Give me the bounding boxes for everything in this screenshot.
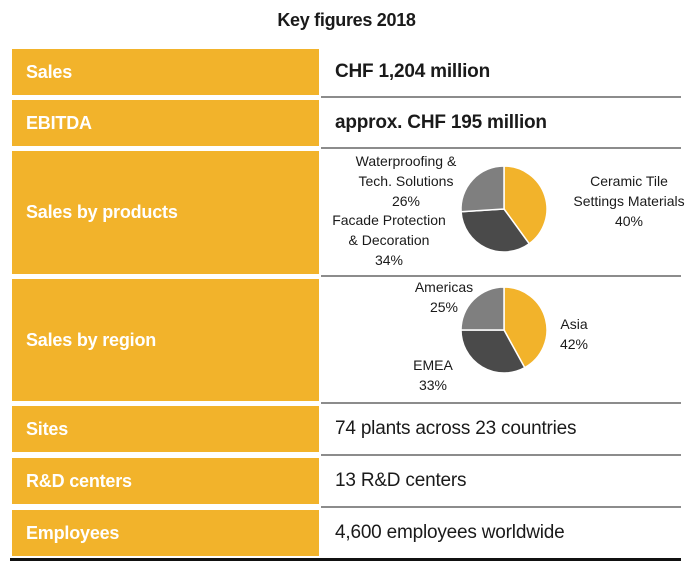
label-line: Settings Materials (573, 193, 685, 209)
label-line: 34% (374, 252, 404, 268)
pie-slice-waterproofing-tech-solutions (460, 165, 505, 213)
pie-slice-asia (503, 286, 548, 369)
row-value: 4,600 employees worldwide (335, 522, 565, 543)
table-bottom-rule (10, 558, 681, 561)
row-separator (321, 506, 681, 508)
pie-chart-products: Ceramic Tile Settings Materials 40% Faca… (321, 151, 684, 274)
pie-label-facade: Facade Protection & Decoration 34% (321, 210, 457, 270)
row-separator (321, 147, 681, 149)
row-sales-by-region: Sales by region Asia 42% EMEA 33% Americ… (12, 279, 681, 401)
label-line: Facade Protection (332, 212, 446, 228)
row-label: Sites (12, 406, 319, 452)
row-separator (321, 402, 681, 404)
row-label: Sales by products (12, 151, 319, 274)
label-line: 42% (559, 336, 589, 352)
pie-slice-emea (460, 329, 526, 374)
pie-label-ceramic-tile: Ceramic Tile Settings Materials 40% (564, 171, 693, 231)
row-label: EBITDA (12, 100, 319, 146)
row-value: approx. CHF 195 million (335, 112, 547, 133)
pie-label-asia: Asia 42% (549, 314, 599, 354)
row-label: Sales (12, 49, 319, 95)
pie-region-svg (460, 286, 548, 374)
pie-slice-ceramic-tile-settings-materials (503, 165, 548, 245)
label-line: 25% (429, 299, 459, 315)
label-line: EMEA (413, 357, 453, 373)
row-value: CHF 1,204 million (335, 61, 490, 82)
row-ebitda: EBITDA approx. CHF 195 million (12, 100, 681, 146)
pie-slice-facade-protection-decoration (460, 208, 531, 253)
row-sales: Sales CHF 1,204 million (12, 49, 681, 95)
row-separator (321, 275, 681, 277)
row-sites: Sites 74 plants across 23 countries (12, 406, 681, 452)
pie-chart-region: Asia 42% EMEA 33% Americas 25% (321, 279, 681, 401)
row-label: Employees (12, 510, 319, 556)
label-line: Tech. Solutions (358, 173, 454, 189)
row-value: 13 R&D centers (335, 470, 467, 491)
row-separator (321, 454, 681, 456)
pie-label-waterproofing: Waterproofing & Tech. Solutions 26% (341, 151, 471, 211)
label-line: 26% (391, 193, 421, 209)
row-label: R&D centers (12, 458, 319, 504)
row-employees: Employees 4,600 employees worldwide (12, 510, 681, 556)
label-line: Ceramic Tile (590, 173, 668, 189)
label-line: Asia (560, 316, 588, 332)
row-label: Sales by region (12, 279, 319, 401)
row-value: 74 plants across 23 countries (335, 418, 577, 439)
label-line: & Decoration (348, 232, 430, 248)
label-line: Waterproofing & (355, 153, 457, 169)
label-line: 33% (418, 377, 448, 393)
pie-slice-americas (460, 286, 505, 331)
row-separator (321, 96, 681, 98)
row-rd-centers: R&D centers 13 R&D centers (12, 458, 681, 504)
label-line: 40% (614, 213, 644, 229)
page-title: Key figures 2018 (277, 10, 416, 30)
pie-label-americas: Americas 25% (404, 277, 484, 317)
pie-products-svg (460, 165, 548, 253)
pie-label-emea: EMEA 33% (403, 355, 463, 395)
label-line: Americas (414, 279, 474, 295)
row-sales-by-products: Sales by products Ceramic Tile Settings … (12, 151, 685, 274)
